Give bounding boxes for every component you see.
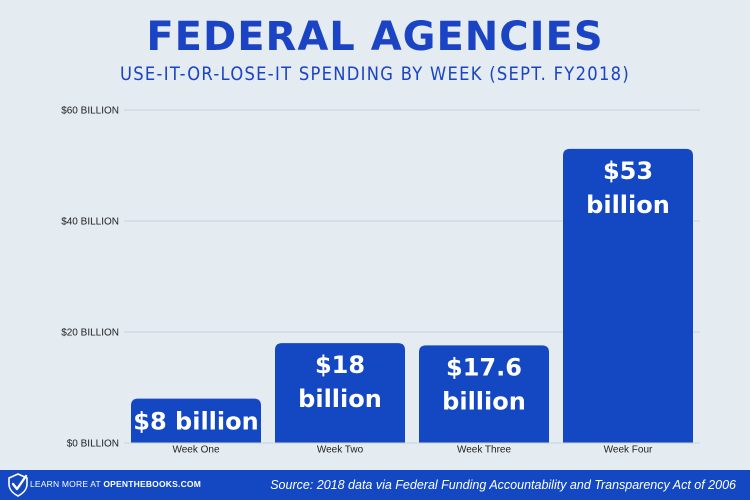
data-label: $17.6 xyxy=(446,353,522,381)
bar xyxy=(275,343,405,443)
bar xyxy=(563,148,693,443)
source-note: Source: 2018 data via Federal Funding Ac… xyxy=(270,478,736,492)
x-tick-label: Week Three xyxy=(457,445,512,456)
data-label: $8 billion xyxy=(133,408,258,436)
check-shield-icon xyxy=(8,473,28,497)
bar-chart: $0 BILLION $20 BILLION $40 BILLION $60 BILL… xyxy=(61,106,700,456)
data-label: billion xyxy=(298,385,382,413)
data-label: billion xyxy=(442,387,526,415)
y-tick-label: $40 BILLION xyxy=(61,217,119,228)
learn-more-prefix: LEARN MORE AT xyxy=(30,479,104,489)
y-tick-label: $20 BILLION xyxy=(61,328,119,339)
y-tick-label: $60 BILLION xyxy=(61,106,119,117)
data-label: billion xyxy=(586,191,670,219)
learn-more-link[interactable]: LEARN MORE AT OPENTHEBOOKS.COM xyxy=(30,479,201,489)
chart-title: FEDERAL AGENCIES xyxy=(146,14,604,60)
footer-bar: LEARN MORE AT OPENTHEBOOKS.COM Source: 2… xyxy=(0,470,750,500)
data-label: $53 xyxy=(603,157,653,185)
x-tick-label: Week Two xyxy=(317,445,364,456)
bar xyxy=(419,345,549,443)
x-tick-label: Week One xyxy=(172,445,219,456)
bar xyxy=(131,398,261,443)
y-tick-label: $0 BILLION xyxy=(67,439,119,450)
learn-more-site: OPENTHEBOOKS.COM xyxy=(103,479,201,489)
x-tick-label: Week Four xyxy=(604,445,653,456)
chart-subtitle: USE-IT-OR-LOSE-IT SPENDING BY WEEK (SEPT… xyxy=(119,63,630,85)
data-label: $18 xyxy=(315,351,365,379)
